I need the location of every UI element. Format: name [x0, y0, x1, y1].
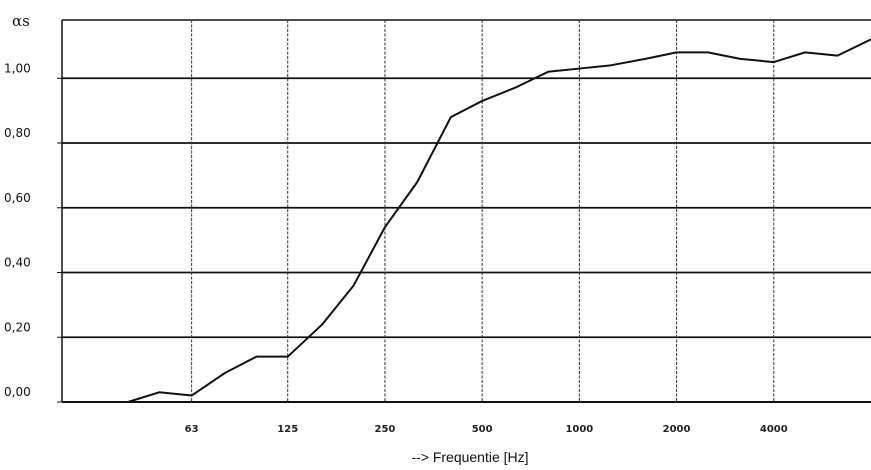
x-tick-label: 4000	[760, 424, 788, 435]
series	[126, 38, 871, 403]
y-tick-label: 0,00	[4, 385, 31, 399]
y-tick-label: 0,80	[4, 126, 31, 140]
x-tick-label: 250	[374, 424, 395, 435]
x-tick-labels: 63 125 250 500 1000 2000 4000	[185, 424, 788, 435]
y-tick-labels: 0,00 0,20 0,40 0,60 0,80 1,00	[4, 61, 62, 403]
axes	[61, 20, 871, 403]
x-tick-label: 500	[472, 424, 493, 435]
y-tick-label: 0,20	[4, 320, 31, 334]
grid	[62, 19, 871, 402]
series-line	[126, 38, 871, 403]
x-tick-label: 2000	[663, 424, 691, 435]
x-axis-label: --> Frequentie [Hz]	[411, 449, 528, 465]
y-tick-label: 0,60	[4, 191, 31, 205]
y-axis-label: αs	[12, 12, 30, 30]
y-tick-label: 1,00	[4, 61, 31, 75]
x-tick-label: 63	[185, 424, 199, 435]
x-tick-label: 1000	[565, 424, 593, 435]
y-tick-label: 0,40	[4, 256, 31, 270]
x-tick-label: 125	[277, 424, 298, 435]
